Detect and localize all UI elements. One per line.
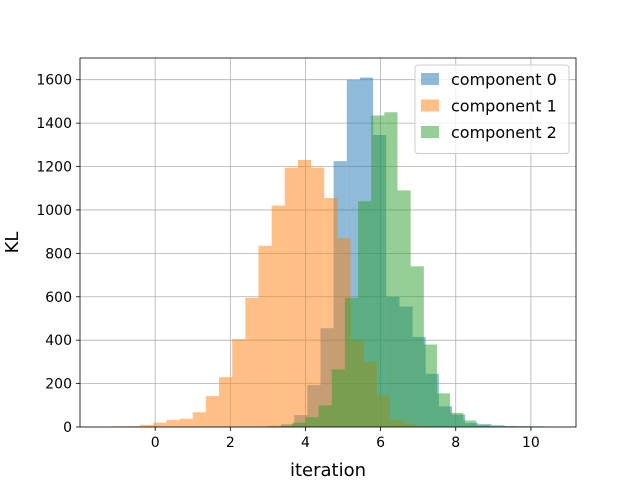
x-axis-title: iteration	[290, 460, 366, 480]
histogram-bar	[279, 425, 293, 427]
histogram-bar	[153, 422, 167, 427]
legend-swatch	[421, 126, 439, 138]
plot-frame	[79, 57, 577, 428]
histogram-bar	[292, 422, 306, 427]
series-2-bars	[279, 112, 503, 427]
y-tick-label: 1600	[36, 73, 72, 89]
histogram-bar	[140, 424, 154, 427]
legend-entry: component 1	[421, 97, 557, 116]
histogram-bar	[517, 426, 531, 427]
histogram-bar	[179, 418, 193, 427]
histogram-bar	[219, 377, 233, 427]
histogram-bar	[504, 425, 518, 427]
y-tick-label: 1400	[36, 116, 72, 132]
legend-label: component 0	[451, 70, 557, 89]
series-1-bars	[113, 160, 430, 428]
y-tick-label: 1200	[36, 160, 72, 176]
legend-entry: component 2	[421, 123, 557, 142]
histogram-bar	[397, 190, 411, 427]
x-tick-label: 2	[226, 435, 235, 451]
y-tick-label: 200	[45, 377, 72, 393]
histogram-bar	[318, 405, 332, 427]
histogram-bar	[436, 393, 451, 427]
legend-label: component 2	[451, 123, 557, 142]
histogram-bar	[344, 297, 359, 427]
x-tick-label: 10	[522, 435, 540, 451]
x-tick-label: 0	[151, 435, 160, 451]
x-tick-label: 4	[301, 435, 310, 451]
histogram-bar	[476, 425, 490, 427]
y-axis-title: KL	[2, 232, 23, 254]
histogram-bar	[410, 266, 424, 427]
histogram-bar	[205, 396, 220, 427]
x-tick-label: 6	[376, 435, 385, 451]
histogram-bars	[113, 77, 545, 428]
legend-box	[414, 64, 570, 154]
histogram-bar	[245, 297, 259, 427]
legend: component 0 component 1 component 2	[414, 64, 570, 154]
y-tick-label: 1000	[36, 203, 72, 219]
histogram-bar	[232, 339, 246, 427]
y-tick-label: 400	[45, 333, 72, 349]
histogram-bar	[491, 425, 505, 427]
axis-ticks: 0 2 4 6 8 10 0 200 400 600 800 1000 1200 1400 1600	[36, 73, 539, 451]
histogram-bar	[331, 369, 345, 427]
histogram-bar	[371, 115, 385, 427]
histogram-bar	[258, 245, 272, 427]
histogram-bar	[166, 420, 180, 427]
histogram-bar	[305, 417, 319, 427]
histogram-bar	[450, 412, 464, 427]
histogram-bar	[271, 205, 285, 427]
histogram-bar	[463, 420, 477, 427]
histogram-bar	[358, 201, 372, 427]
y-tick-label: 600	[45, 290, 72, 306]
histogram-bar	[126, 426, 141, 427]
legend-label: component 1	[451, 97, 557, 116]
histogram-bar	[384, 112, 398, 427]
histogram-bar	[297, 160, 312, 428]
legend-entry: component 0	[421, 70, 557, 89]
histogram-bar	[192, 412, 206, 427]
legend-swatch	[421, 73, 439, 85]
x-tick-label: 8	[451, 435, 460, 451]
y-tick-label: 800	[45, 246, 72, 262]
y-tick-label: 0	[63, 420, 72, 436]
histogram-bar	[284, 167, 298, 428]
legend-swatch	[421, 99, 439, 112]
histogram-bar	[311, 167, 325, 428]
histogram-bar	[423, 344, 437, 427]
